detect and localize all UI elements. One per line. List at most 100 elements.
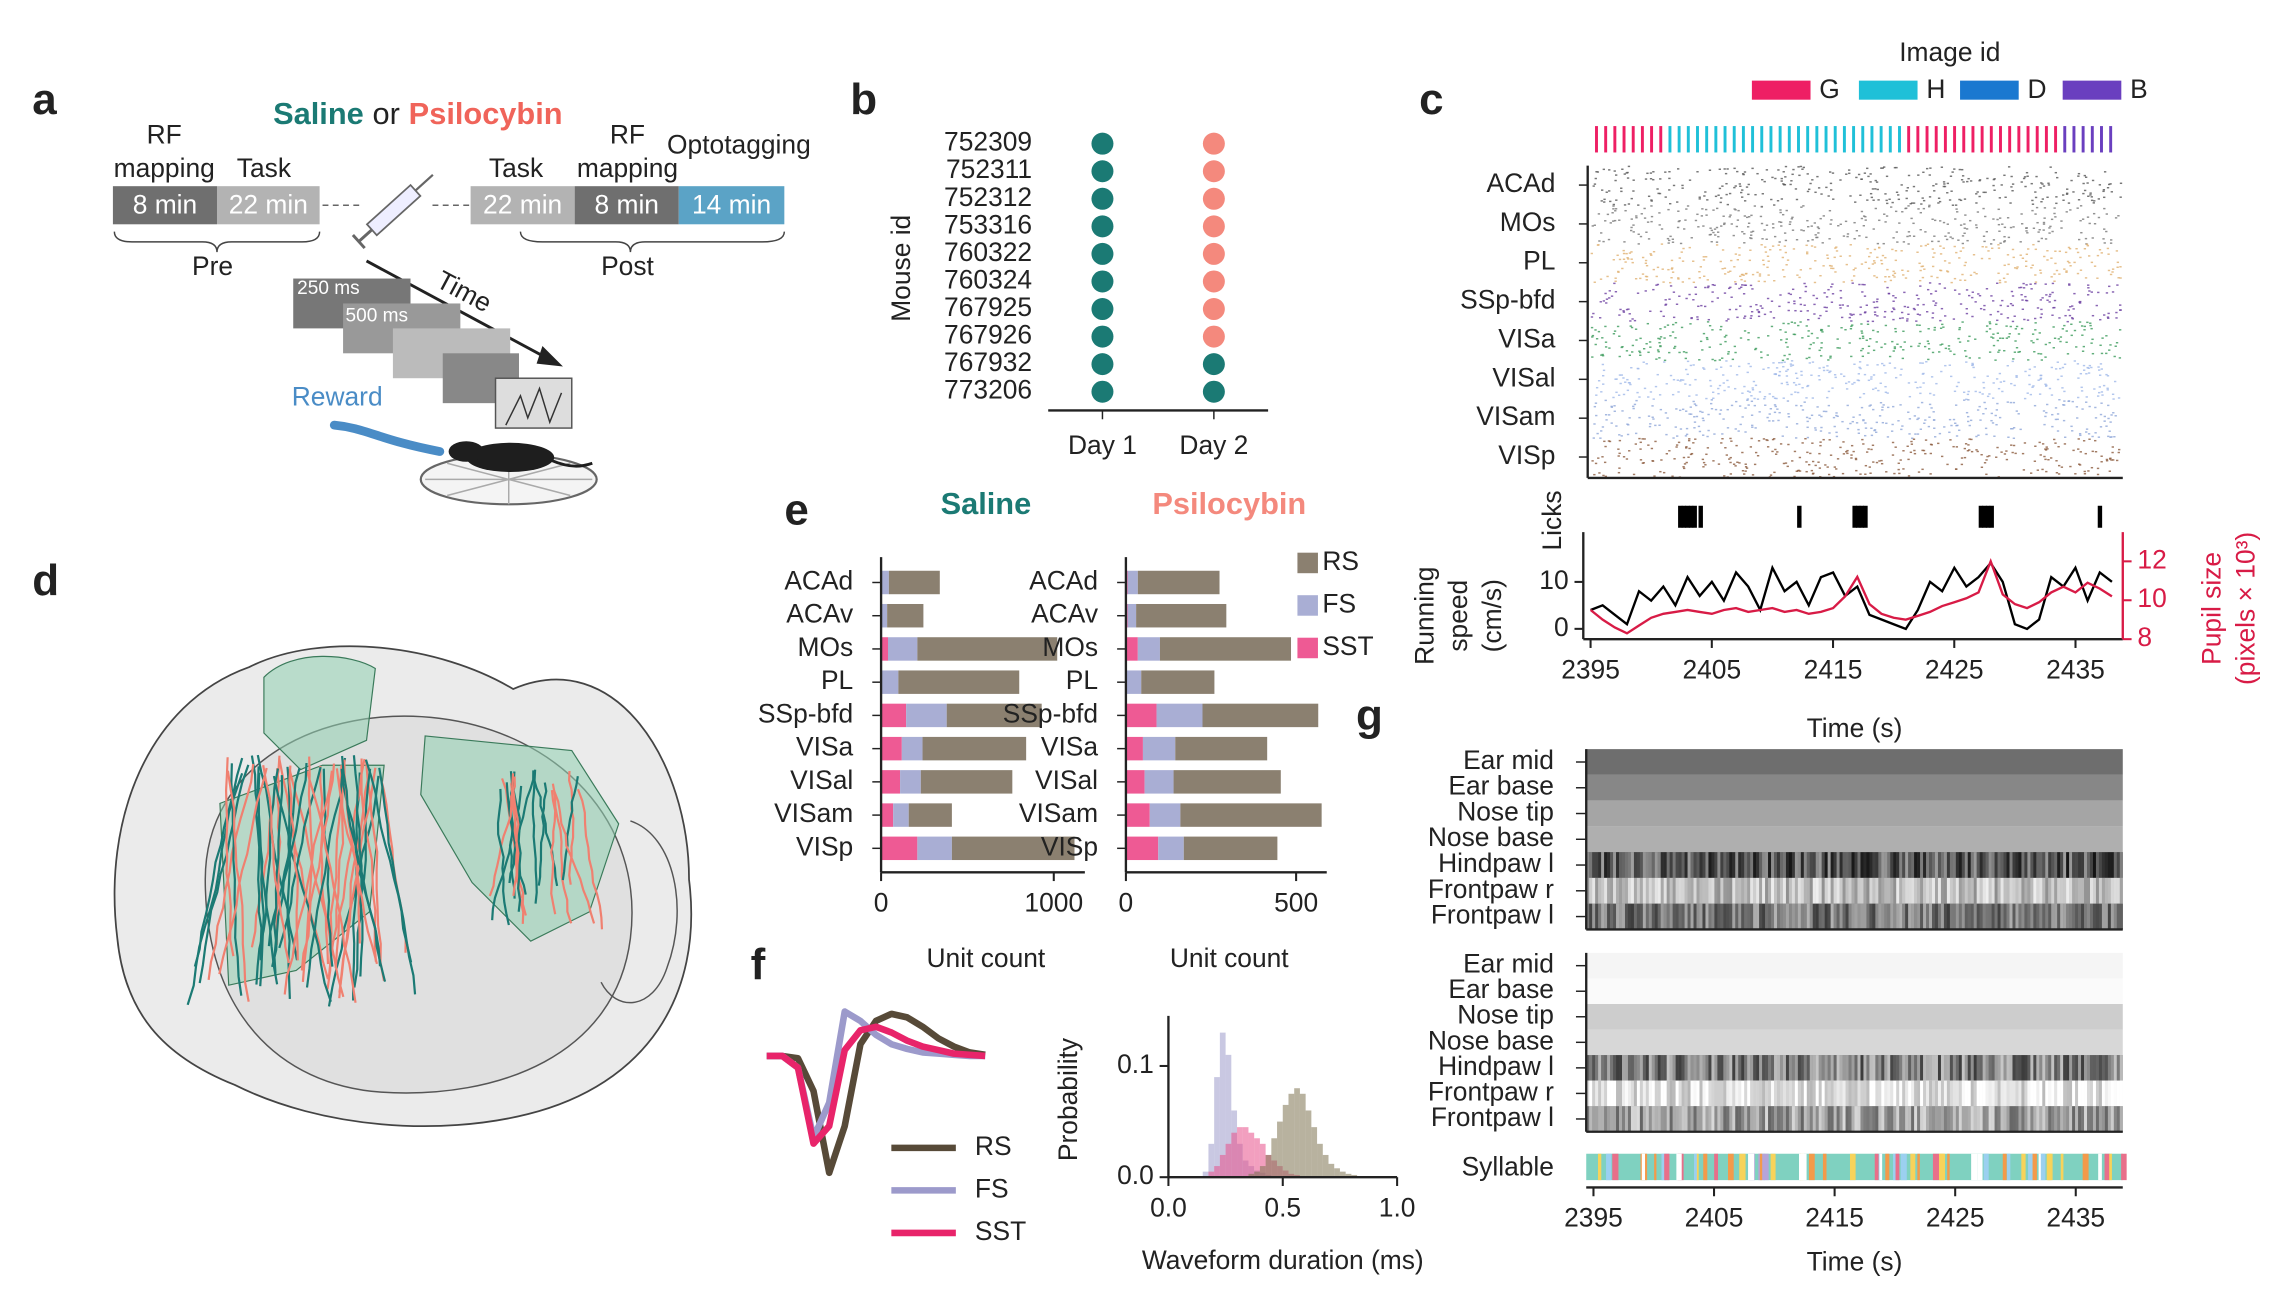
heatmap-cell [2119,1080,2123,1107]
heatmap-cell [1690,1106,1694,1132]
spike [1902,450,1905,452]
spike [1954,204,1958,206]
heatmap-cell [1929,1080,1933,1107]
spike [1738,462,1741,464]
spike [1874,188,1877,190]
spike [1638,351,1642,354]
heatmap-cell [1943,903,1948,930]
heatmap-cell [1878,1080,1882,1107]
spike [2078,321,2082,323]
legend-label: FS [1322,588,1356,618]
heatmap-cell [1908,1106,1912,1132]
bar-segment [946,703,1042,728]
spike [1622,258,1626,260]
spike [1701,417,1705,420]
spike [1614,290,1618,293]
heatmap-cell [1836,852,1840,878]
reward-tube [329,420,445,456]
spike [1741,470,1745,472]
heatmap-cell [1985,1080,1989,1107]
spike [1604,341,1608,343]
heatmap-cell [1800,877,1804,904]
heatmap-cell [1979,903,1983,930]
spike [2108,470,2111,472]
spike [1721,357,1724,359]
y-tick-label: Hindpaw l [1438,848,1554,878]
heatmap-cell [1604,852,1608,878]
heatmap-cell [2003,877,2007,904]
spike [1630,197,1633,200]
spike [2110,191,2113,193]
heatmap-row [1586,774,2123,801]
spike [2065,193,2069,195]
spike [2068,314,2072,317]
x-tick-label: 0.0 [1150,1192,1187,1222]
spike [1880,459,1883,462]
spike [1620,374,1624,376]
spike [2058,273,2061,275]
heatmap-cell [2003,1106,2007,1132]
spike [1750,234,1753,236]
spike [2044,449,2048,451]
heatmap-cell [1759,877,1763,904]
heatmap-cell [1932,877,1936,904]
spike [1679,428,1683,430]
y-tick-label: MOs [1042,632,1098,662]
heatmap-cell [1636,1055,1640,1081]
spike [1696,316,1699,318]
heatmap-cell [2033,1080,2037,1107]
spike [2114,217,2118,219]
heatmap-cell [1988,1106,1992,1132]
heatmap-cell [1794,877,1798,904]
spike [1615,174,1618,176]
spike [1817,187,1821,189]
spike [1864,219,1867,221]
spike [2103,228,2106,230]
spike [1598,472,1601,474]
heatmap-cell [1878,1055,1882,1081]
y-tick-label: VISam [1476,401,1555,431]
heatmap-cell [1592,1106,1596,1132]
spike [1968,294,1971,297]
spike [1757,440,1761,442]
y-tick-label: PL [1066,665,1098,695]
spike [1612,208,1615,210]
spike [1900,250,1903,252]
spike [1784,331,1787,333]
legend-swatch [1297,595,1318,616]
spike [1657,350,1660,353]
spike [2084,237,2088,240]
spike [1711,291,1714,293]
spike [1738,405,1742,407]
spike [1799,269,1803,271]
spike [1850,320,1853,322]
heatmap-cell [1613,1080,1617,1107]
spike [1846,305,1849,307]
heatmap-cell [1633,1106,1638,1132]
spike [1740,278,1743,281]
spike [1639,235,1643,238]
spike [1926,311,1929,313]
spike [1902,274,1905,276]
spike [1888,355,1892,358]
spike [1928,205,1931,208]
spike [1672,323,1675,326]
legend-swatch [1960,80,2019,100]
heatmap-cell [2033,877,2037,904]
spike [1649,178,1653,180]
spike [2020,223,2024,225]
spike [1669,374,1673,377]
heatmap-cell [2095,1080,2100,1107]
spike [1971,315,1974,318]
spike [2086,294,2090,296]
spike [2067,246,2071,249]
spike [1972,254,1976,256]
spike [2100,455,2103,457]
heatmap-cell [1702,903,1706,930]
spike [1884,280,1887,283]
spike [1876,364,1879,366]
spike [2060,220,2063,222]
spike [1984,215,1987,218]
spike [2091,237,2094,239]
spike [1719,343,1722,346]
